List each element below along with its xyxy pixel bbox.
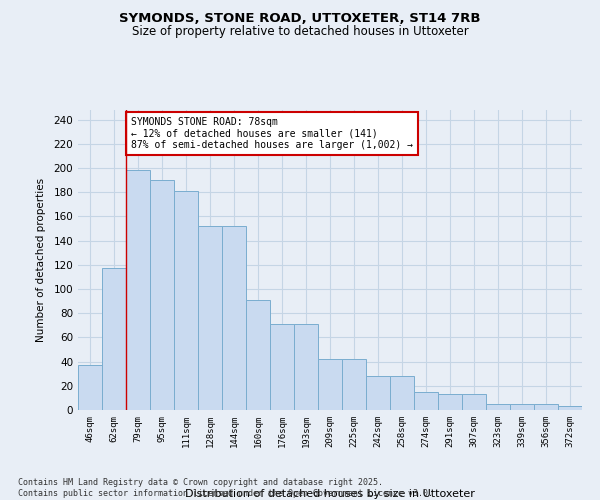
- Text: Size of property relative to detached houses in Uttoxeter: Size of property relative to detached ho…: [131, 25, 469, 38]
- Bar: [438, 394, 462, 410]
- Bar: [174, 191, 198, 410]
- Text: Contains HM Land Registry data © Crown copyright and database right 2025.
Contai: Contains HM Land Registry data © Crown c…: [18, 478, 433, 498]
- Bar: [510, 404, 534, 410]
- Bar: [342, 359, 366, 410]
- Bar: [102, 268, 126, 410]
- Y-axis label: Number of detached properties: Number of detached properties: [37, 178, 46, 342]
- Bar: [222, 226, 246, 410]
- Bar: [318, 359, 342, 410]
- X-axis label: Distribution of detached houses by size in Uttoxeter: Distribution of detached houses by size …: [185, 489, 475, 499]
- Bar: [78, 365, 102, 410]
- Bar: [126, 170, 150, 410]
- Bar: [198, 226, 222, 410]
- Bar: [246, 300, 270, 410]
- Bar: [294, 324, 318, 410]
- Bar: [150, 180, 174, 410]
- Bar: [390, 376, 414, 410]
- Bar: [414, 392, 438, 410]
- Bar: [534, 404, 558, 410]
- Bar: [270, 324, 294, 410]
- Bar: [462, 394, 486, 410]
- Bar: [486, 404, 510, 410]
- Text: SYMONDS STONE ROAD: 78sqm
← 12% of detached houses are smaller (141)
87% of semi: SYMONDS STONE ROAD: 78sqm ← 12% of detac…: [131, 118, 413, 150]
- Bar: [558, 406, 582, 410]
- Text: SYMONDS, STONE ROAD, UTTOXETER, ST14 7RB: SYMONDS, STONE ROAD, UTTOXETER, ST14 7RB: [119, 12, 481, 26]
- Bar: [366, 376, 390, 410]
